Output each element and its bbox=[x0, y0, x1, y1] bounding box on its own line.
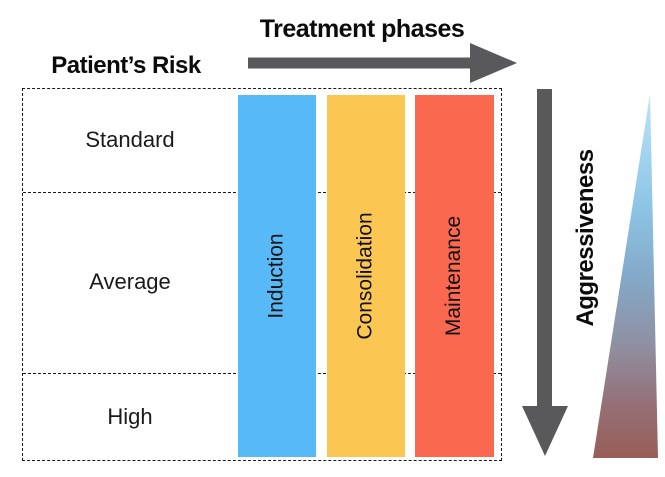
h-arrow-head bbox=[470, 43, 517, 83]
v-arrow-shaft bbox=[537, 89, 552, 408]
aggressiveness-gradient-triangle bbox=[593, 94, 658, 458]
phase-bar-consolidation: Consolidation bbox=[327, 95, 405, 457]
phase-bar-label: Maintenance bbox=[442, 215, 466, 337]
treatment-phases-title: Treatment phases bbox=[259, 15, 465, 43]
risk-row-label-average: Average bbox=[89, 269, 171, 294]
risk-row-label-high: High bbox=[107, 404, 153, 429]
phase-bar-maintenance: Maintenance bbox=[415, 95, 494, 457]
phase-bar-label: Consolidation bbox=[354, 212, 378, 340]
risk-row-label-standard: Standard bbox=[85, 127, 175, 152]
treatment-phases-arrow-icon bbox=[248, 43, 517, 83]
phase-bar-induction: Induction bbox=[238, 95, 316, 457]
gradient-triangle-shape bbox=[593, 94, 658, 458]
v-arrow-head bbox=[522, 406, 568, 456]
h-arrow-shaft bbox=[248, 57, 472, 69]
phase-bar-label: Induction bbox=[265, 233, 289, 319]
aggressiveness-arrow-icon bbox=[522, 89, 568, 456]
patients-risk-title: Patient’s Risk bbox=[51, 52, 201, 79]
